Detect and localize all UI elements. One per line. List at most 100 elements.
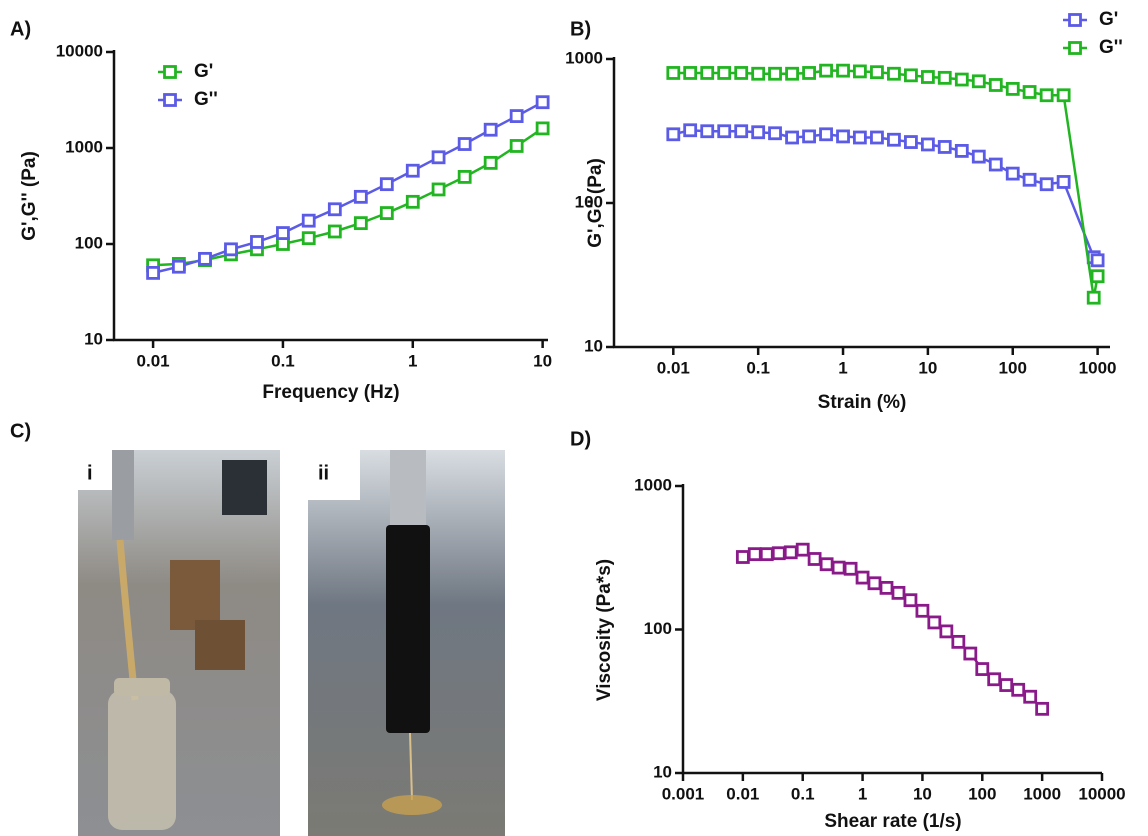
marker	[379, 206, 394, 220]
x-tick-label: 0.1	[746, 358, 770, 377]
marker	[327, 202, 342, 217]
marker	[431, 182, 446, 197]
marker	[1005, 166, 1020, 181]
marker	[1056, 175, 1071, 189]
marker	[405, 194, 420, 209]
marker	[819, 557, 834, 572]
x-axis-title: Frequency (Hz)	[262, 382, 399, 403]
marker	[802, 66, 816, 80]
series-line	[673, 128, 1099, 262]
marker	[843, 561, 858, 576]
marker	[988, 157, 1003, 172]
marker	[951, 634, 966, 649]
marker	[795, 542, 810, 557]
marker	[666, 66, 681, 80]
marker	[276, 237, 290, 251]
marker	[819, 127, 833, 142]
photo-label: i	[87, 462, 93, 484]
marker	[327, 224, 342, 239]
marker	[224, 242, 238, 257]
y-tick-label: 1000	[565, 48, 603, 67]
marker	[734, 124, 749, 139]
y-axis-title: G',G'' (Pa)	[585, 158, 606, 248]
marker	[971, 149, 986, 164]
legend-label: G''	[194, 89, 218, 110]
marker	[457, 169, 472, 184]
photo-ii	[308, 450, 505, 836]
marker	[483, 122, 498, 137]
series-line	[153, 127, 544, 267]
marker	[1039, 88, 1054, 103]
marker	[751, 125, 766, 140]
legend-marker	[1068, 41, 1082, 55]
x-tick-label: 10000	[1078, 784, 1125, 803]
marker	[747, 547, 762, 562]
marker	[535, 121, 550, 136]
marker	[904, 135, 918, 149]
marker	[999, 678, 1014, 692]
marker	[975, 662, 990, 676]
marker	[666, 127, 681, 142]
marker	[1011, 682, 1026, 697]
marker	[879, 580, 894, 595]
x-tick-label: 1	[838, 358, 847, 377]
x-axis-title: Strain (%)	[818, 392, 907, 413]
marker	[891, 585, 906, 600]
marker	[785, 130, 799, 145]
marker	[379, 177, 394, 192]
marker	[734, 66, 749, 80]
marker	[1039, 177, 1054, 192]
marker	[700, 124, 715, 139]
marker	[146, 265, 160, 280]
marker	[920, 70, 935, 84]
marker	[836, 129, 850, 144]
marker	[836, 63, 850, 78]
y-axis-title: Viscosity (Pa*s)	[594, 559, 615, 701]
y-tick-label: 100	[644, 619, 672, 638]
marker	[1056, 88, 1071, 103]
marker	[353, 216, 368, 231]
x-tick-label: 0.1	[791, 784, 815, 803]
marker	[535, 95, 550, 110]
y-axis-title: G',G'' (Pa)	[19, 151, 40, 241]
x-tick-label: 1000	[1023, 784, 1061, 803]
y-tick-label: 1000	[65, 137, 103, 156]
marker	[405, 163, 420, 178]
marker	[887, 132, 901, 147]
marker	[785, 66, 799, 81]
x-tick-label: 0.01	[137, 351, 170, 370]
marker	[855, 570, 870, 585]
y-tick-label: 100	[575, 192, 603, 211]
marker	[807, 552, 822, 566]
y-tick-label: 1000	[634, 475, 672, 494]
marker	[939, 624, 954, 639]
marker	[954, 144, 969, 158]
x-tick-label: 0.01	[726, 784, 759, 803]
panel-label: A)	[10, 18, 31, 40]
marker	[1086, 290, 1101, 305]
y-tick-label: 10000	[56, 41, 103, 60]
marker	[768, 126, 782, 141]
legend-label: G'	[194, 61, 213, 82]
x-tick-label: 10	[533, 351, 552, 370]
marker	[717, 66, 732, 80]
marker	[683, 66, 698, 80]
marker	[771, 546, 786, 561]
marker	[867, 576, 882, 591]
marker	[1005, 81, 1020, 96]
marker	[887, 66, 901, 81]
marker	[1022, 85, 1037, 99]
y-tick-label: 10	[84, 329, 103, 348]
marker	[301, 231, 316, 246]
panel-label: C)	[10, 420, 31, 442]
marker	[927, 615, 942, 630]
x-tick-label: 1000	[1079, 358, 1117, 377]
marker	[963, 646, 978, 661]
marker	[751, 66, 766, 81]
x-tick-label: 100	[999, 358, 1027, 377]
marker	[1022, 172, 1037, 187]
legend-marker	[163, 93, 177, 107]
marker	[353, 189, 368, 204]
x-tick-label: 0.001	[662, 784, 705, 803]
